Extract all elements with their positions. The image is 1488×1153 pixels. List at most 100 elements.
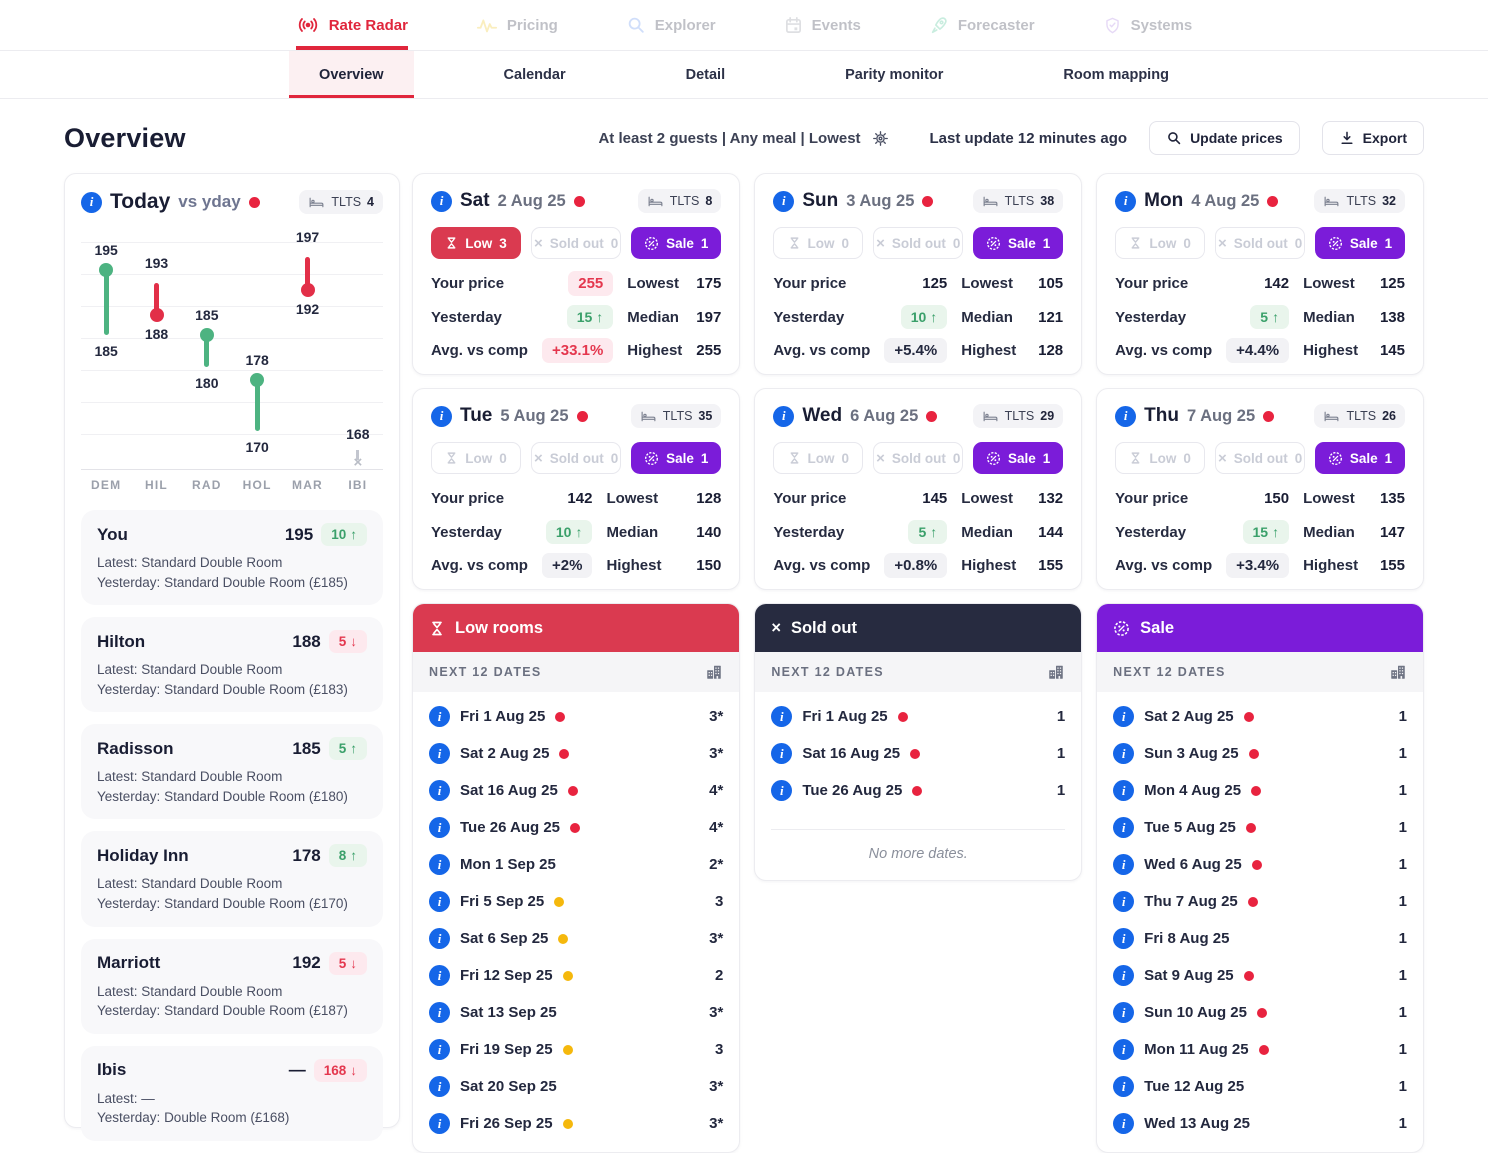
info-icon[interactable]: i: [431, 190, 452, 212]
info-icon[interactable]: i: [1113, 928, 1135, 949]
tab-parity-monitor[interactable]: Parity monitor: [815, 51, 973, 98]
info-icon[interactable]: i: [771, 743, 793, 764]
date-row[interactable]: i Sat 16 Aug 25 1: [755, 735, 1081, 772]
nav-item-rate-radar[interactable]: Rate Radar: [295, 0, 408, 50]
sold-out-button[interactable]: × Sold out 0: [1215, 227, 1306, 259]
gear-icon[interactable]: [871, 129, 890, 148]
date-row[interactable]: i Fri 8 Aug 25 1: [1097, 920, 1423, 957]
date-row[interactable]: i Thu 7 Aug 25 1: [1097, 883, 1423, 920]
info-icon[interactable]: i: [429, 743, 450, 764]
sale-button[interactable]: Sale 1: [631, 227, 722, 259]
sold-out-button[interactable]: × Sold out 0: [873, 442, 964, 474]
info-icon[interactable]: i: [1115, 405, 1137, 427]
date-row[interactable]: i Fri 1 Aug 25 1: [755, 698, 1081, 735]
date-row[interactable]: i Sun 10 Aug 25 1: [1097, 994, 1423, 1031]
date-row[interactable]: i Mon 1 Sep 25 2*: [413, 846, 739, 883]
date-row[interactable]: i Tue 5 Aug 25 1: [1097, 809, 1423, 846]
info-icon[interactable]: i: [1115, 190, 1137, 212]
info-icon[interactable]: i: [429, 1039, 450, 1060]
date-row[interactable]: i Wed 13 Aug 25 1: [1097, 1105, 1423, 1142]
nav-item-pricing[interactable]: Pricing: [476, 0, 558, 50]
hotel-list-item[interactable]: You 4 195 10 ↑ Latest: Standard Double R…: [81, 510, 383, 606]
info-icon[interactable]: i: [1113, 743, 1135, 764]
info-icon[interactable]: i: [773, 405, 795, 427]
date-row[interactable]: i Wed 6 Aug 25 1: [1097, 846, 1423, 883]
date-row[interactable]: i Mon 4 Aug 25 1: [1097, 772, 1423, 809]
date-row[interactable]: i Tue 26 Aug 25 1: [755, 772, 1081, 809]
info-icon[interactable]: i: [429, 965, 450, 986]
date-row[interactable]: i Tue 26 Aug 25 4*: [413, 809, 739, 846]
low-rooms-button[interactable]: Low 0: [1115, 227, 1206, 259]
sale-button[interactable]: Sale 1: [973, 227, 1064, 259]
sold-out-button[interactable]: × Sold out 0: [531, 442, 622, 474]
info-icon[interactable]: i: [1113, 854, 1135, 875]
info-icon[interactable]: i: [1113, 1039, 1135, 1060]
nav-item-forecaster[interactable]: Forecaster: [929, 0, 1035, 50]
info-icon[interactable]: i: [81, 191, 102, 213]
info-icon[interactable]: i: [431, 405, 452, 427]
info-icon[interactable]: i: [429, 780, 450, 801]
low-rooms-button[interactable]: Low 0: [773, 227, 864, 259]
hotel-list-item[interactable]: Marriott 192 5 ↓ Latest: Standard Double…: [81, 938, 383, 1034]
row-date: Wed 6 Aug 25: [1144, 856, 1242, 873]
tab-room-mapping[interactable]: Room mapping: [1033, 51, 1199, 98]
tab-detail[interactable]: Detail: [656, 51, 756, 98]
sold-out-button[interactable]: × Sold out 0: [1215, 442, 1306, 474]
sale-button[interactable]: Sale 1: [631, 442, 722, 474]
info-icon[interactable]: i: [1113, 1076, 1135, 1097]
info-icon[interactable]: i: [429, 706, 450, 727]
date-row[interactable]: i Sat 16 Aug 25 4*: [413, 772, 739, 809]
sale-button[interactable]: Sale 1: [973, 442, 1064, 474]
date-row[interactable]: i Fri 5 Sep 25 3: [413, 883, 739, 920]
sold-out-button[interactable]: × Sold out 0: [873, 227, 964, 259]
low-rooms-button[interactable]: Low 0: [1115, 442, 1206, 474]
date-row[interactable]: i Fri 1 Aug 25 3*: [413, 698, 739, 735]
date-row[interactable]: i Sat 2 Aug 25 3*: [413, 735, 739, 772]
date-row[interactable]: i Sat 2 Aug 25 1: [1097, 698, 1423, 735]
info-icon[interactable]: i: [429, 817, 450, 838]
info-icon[interactable]: i: [1113, 1113, 1135, 1134]
sold-out-button[interactable]: × Sold out 0: [531, 227, 622, 259]
date-row[interactable]: i Fri 19 Sep 25 3: [413, 1031, 739, 1068]
date-row[interactable]: i Sat 20 Sep 25 3*: [413, 1068, 739, 1105]
low-rooms-button[interactable]: Low 3: [431, 227, 522, 259]
date-row[interactable]: i Sat 13 Sep 25 3*: [413, 994, 739, 1031]
date-row[interactable]: i Fri 26 Sep 25 3*: [413, 1105, 739, 1142]
info-icon[interactable]: i: [429, 854, 450, 875]
info-icon[interactable]: i: [1113, 780, 1135, 801]
sale-button[interactable]: Sale 1: [1315, 442, 1406, 474]
date-row[interactable]: i Fri 12 Sep 25 2: [413, 957, 739, 994]
nav-item-explorer[interactable]: Explorer: [626, 0, 716, 50]
info-icon[interactable]: i: [771, 780, 793, 801]
info-icon[interactable]: i: [429, 928, 450, 949]
nav-item-events[interactable]: Events: [784, 0, 861, 50]
hotel-list-item[interactable]: Radisson 185 5 ↑ Latest: Standard Double…: [81, 724, 383, 820]
date-row[interactable]: i Mon 11 Aug 25 1: [1097, 1031, 1423, 1068]
date-row[interactable]: i Sat 6 Sep 25 3*: [413, 920, 739, 957]
sale-button[interactable]: Sale 1: [1315, 227, 1406, 259]
low-rooms-button[interactable]: Low 0: [773, 442, 864, 474]
date-row[interactable]: i Sat 9 Aug 25 1: [1097, 957, 1423, 994]
hotel-list-item[interactable]: Ibis — 168 ↓ Latest: —: [81, 1045, 383, 1141]
date-row[interactable]: i Tue 12 Aug 25 1: [1097, 1068, 1423, 1105]
tab-overview[interactable]: Overview: [289, 51, 414, 98]
tab-calendar[interactable]: Calendar: [474, 51, 596, 98]
low-rooms-button[interactable]: Low 0: [431, 442, 522, 474]
export-button[interactable]: Export: [1321, 121, 1424, 155]
info-icon[interactable]: i: [1113, 891, 1135, 912]
info-icon[interactable]: i: [429, 891, 450, 912]
info-icon[interactable]: i: [1113, 817, 1135, 838]
info-icon[interactable]: i: [429, 1113, 450, 1134]
info-icon[interactable]: i: [429, 1002, 450, 1023]
nav-item-systems[interactable]: Systems: [1103, 0, 1192, 50]
info-icon[interactable]: i: [773, 190, 795, 212]
info-icon[interactable]: i: [1113, 965, 1135, 986]
hotel-list-item[interactable]: Hilton 3 188 5 ↓ Latest: Standard Double…: [81, 617, 383, 713]
info-icon[interactable]: i: [429, 1076, 450, 1097]
date-row[interactable]: i Sun 3 Aug 25 1: [1097, 735, 1423, 772]
info-icon[interactable]: i: [771, 706, 793, 727]
info-icon[interactable]: i: [1113, 706, 1135, 727]
hotel-list-item[interactable]: Holiday Inn 5 178 8 ↑ Latest: Standard D…: [81, 831, 383, 927]
update-prices-button[interactable]: Update prices: [1149, 121, 1300, 155]
info-icon[interactable]: i: [1113, 1002, 1135, 1023]
